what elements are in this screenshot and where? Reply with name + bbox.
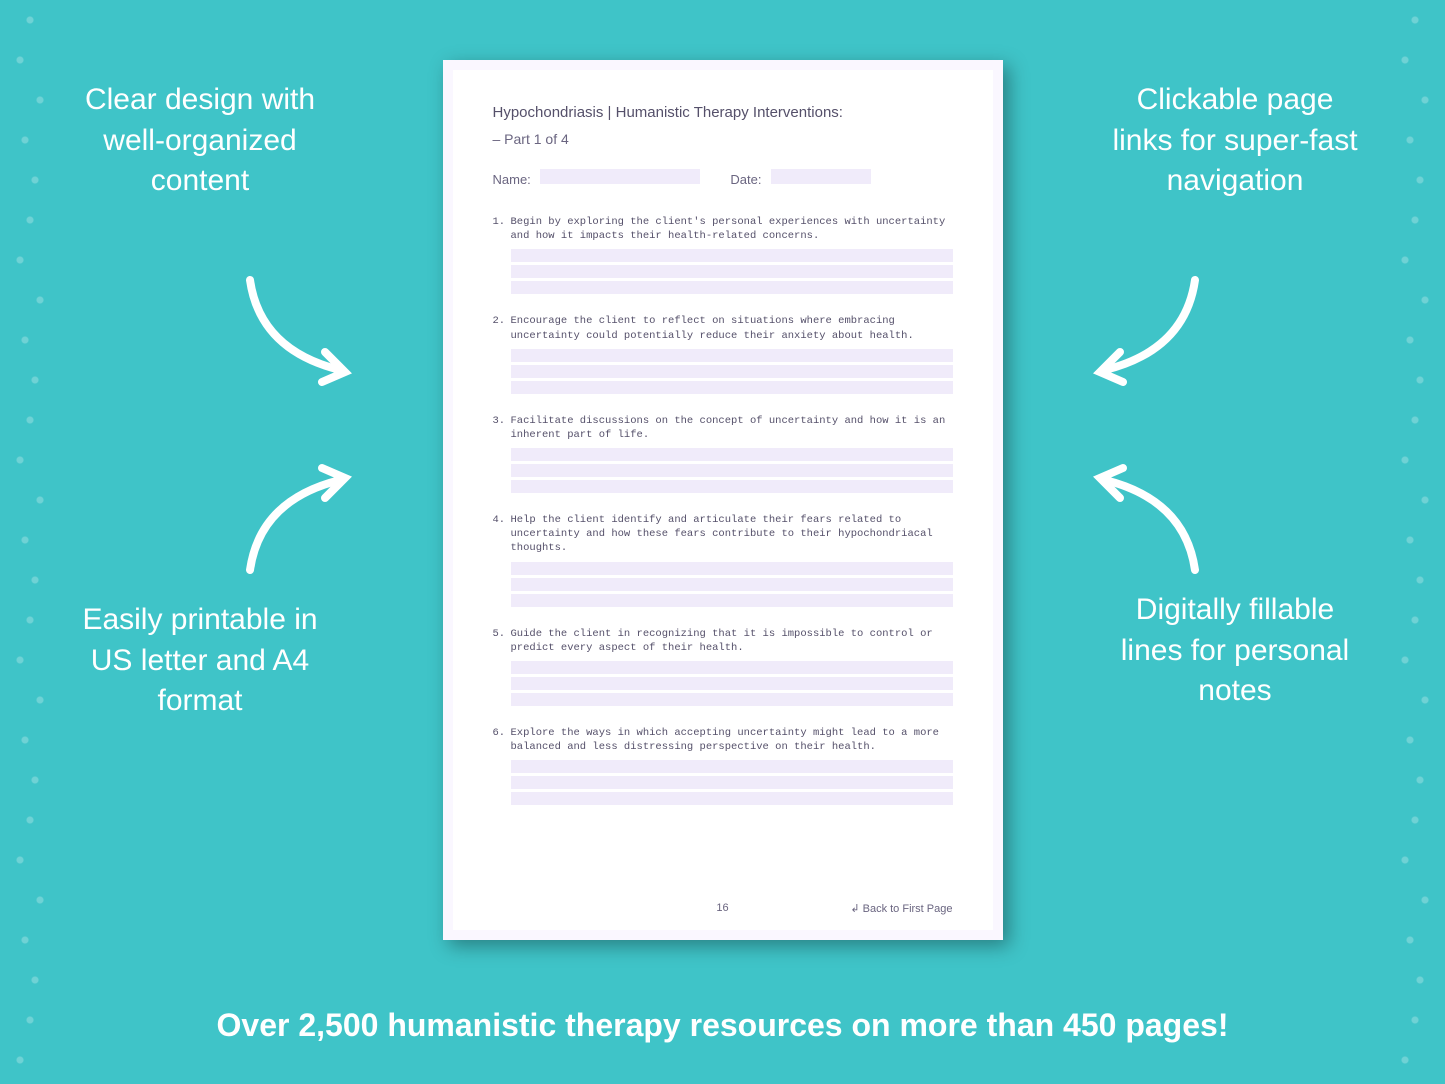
answer-line[interactable]	[511, 776, 953, 789]
answer-line[interactable]	[511, 281, 953, 294]
question-item: 1.Begin by exploring the client's person…	[493, 215, 953, 294]
question-item: 6.Explore the ways in which accepting un…	[493, 726, 953, 805]
answer-line[interactable]	[511, 594, 953, 607]
questions-list: 1.Begin by exploring the client's person…	[493, 215, 953, 805]
answer-lines[interactable]	[511, 760, 953, 805]
name-label: Name:	[493, 172, 531, 187]
answer-line[interactable]	[511, 480, 953, 493]
answer-lines[interactable]	[511, 562, 953, 607]
name-date-row: Name: Date:	[493, 169, 953, 187]
callout-bottom-left: Easily printable in US letter and A4 for…	[80, 600, 320, 722]
answer-line[interactable]	[511, 661, 953, 674]
callout-top-right: Clickable page links for super-fast navi…	[1105, 80, 1365, 202]
arrow-top-right-icon	[1075, 270, 1215, 390]
question-number: 5.	[493, 627, 511, 655]
answer-line[interactable]	[511, 792, 953, 805]
answer-lines[interactable]	[511, 349, 953, 394]
answer-line[interactable]	[511, 448, 953, 461]
page-number: 16	[716, 902, 728, 914]
arrow-bottom-right-icon	[1075, 460, 1215, 580]
decorative-floral-right	[1385, 0, 1445, 1084]
answer-line[interactable]	[511, 578, 953, 591]
question-text: Begin by exploring the client's personal…	[511, 215, 953, 243]
callout-bottom-right: Digitally fillable lines for personal no…	[1105, 590, 1365, 712]
question-number: 6.	[493, 726, 511, 754]
decorative-floral-left	[0, 0, 60, 1084]
question-number: 1.	[493, 215, 511, 243]
answer-line[interactable]	[511, 562, 953, 575]
question-item: 2.Encourage the client to reflect on sit…	[493, 314, 953, 393]
question-number: 2.	[493, 314, 511, 342]
question-item: 4.Help the client identify and articulat…	[493, 513, 953, 607]
worksheet-title: Hypochondriasis | Humanistic Therapy Int…	[493, 104, 953, 121]
arrow-top-left-icon	[230, 270, 370, 390]
question-item: 5.Guide the client in recognizing that i…	[493, 627, 953, 706]
name-input[interactable]	[540, 169, 700, 184]
answer-line[interactable]	[511, 693, 953, 706]
answer-line[interactable]	[511, 349, 953, 362]
question-text: Encourage the client to reflect on situa…	[511, 314, 953, 342]
worksheet-page: Hypochondriasis | Humanistic Therapy Int…	[443, 60, 1003, 940]
question-item: 3.Facilitate discussions on the concept …	[493, 414, 953, 493]
date-label: Date:	[730, 172, 761, 187]
worksheet-inner: Hypochondriasis | Humanistic Therapy Int…	[453, 70, 993, 930]
question-text: Explore the ways in which accepting unce…	[511, 726, 953, 754]
answer-lines[interactable]	[511, 661, 953, 706]
callout-top-left: Clear design with well-organized content	[80, 80, 320, 202]
answer-line[interactable]	[511, 365, 953, 378]
answer-line[interactable]	[511, 249, 953, 262]
date-input[interactable]	[771, 169, 871, 184]
answer-line[interactable]	[511, 265, 953, 278]
answer-line[interactable]	[511, 464, 953, 477]
question-number: 4.	[493, 513, 511, 556]
worksheet-subtitle: – Part 1 of 4	[493, 131, 953, 147]
question-number: 3.	[493, 414, 511, 442]
answer-lines[interactable]	[511, 249, 953, 294]
question-text: Guide the client in recognizing that it …	[511, 627, 953, 655]
promo-footer-text: Over 2,500 humanistic therapy resources …	[0, 1007, 1445, 1044]
back-to-first-page-link[interactable]: ↲ Back to First Page	[850, 902, 952, 915]
answer-line[interactable]	[511, 677, 953, 690]
answer-lines[interactable]	[511, 448, 953, 493]
answer-line[interactable]	[511, 760, 953, 773]
question-text: Help the client identify and articulate …	[511, 513, 953, 556]
answer-line[interactable]	[511, 381, 953, 394]
arrow-bottom-left-icon	[230, 460, 370, 580]
question-text: Facilitate discussions on the concept of…	[511, 414, 953, 442]
